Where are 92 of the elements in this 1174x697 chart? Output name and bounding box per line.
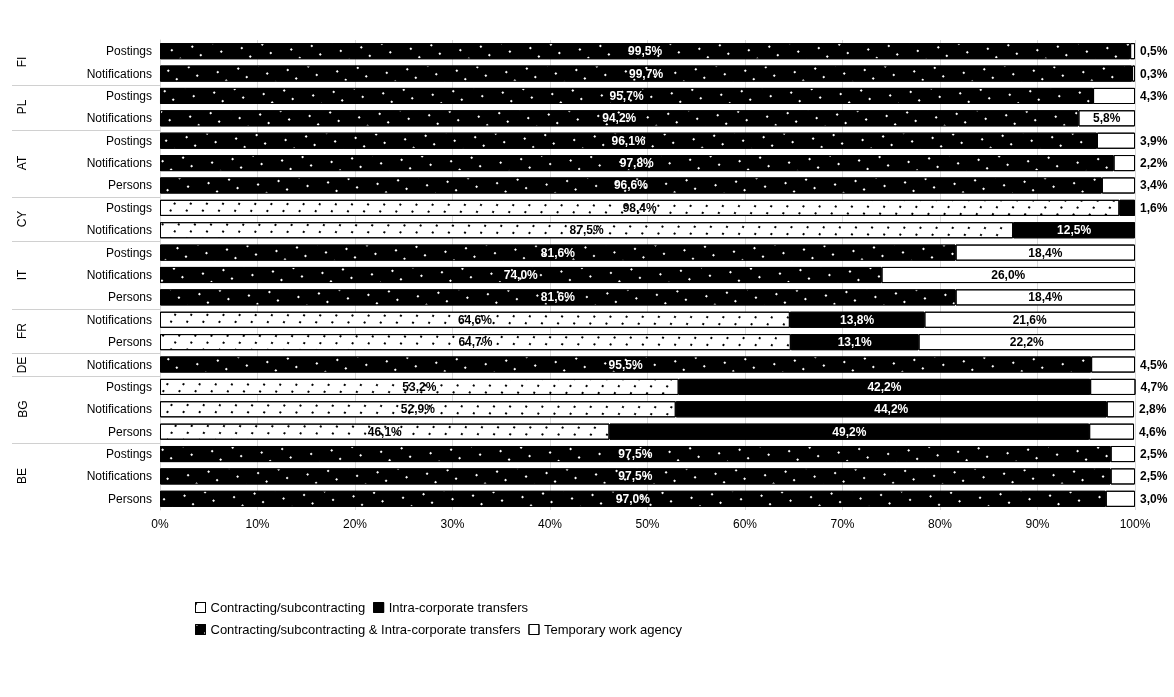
legend-label: Contracting/subcontracting & Intra-corporate transfers: [210, 622, 521, 637]
data-label: 4,5%: [1140, 357, 1168, 372]
text: PL: [14, 99, 29, 115]
text: BG: [15, 400, 30, 418]
y-tick-label: Postings: [105, 379, 152, 394]
data-label: 21,6%: [1012, 312, 1048, 327]
data-label: 3,4%: [1140, 178, 1168, 193]
y-tick-label: Persons: [107, 290, 152, 305]
text: FR: [15, 322, 29, 339]
data-label: 52,9%: [400, 402, 436, 417]
y-tick-label: Notifications: [86, 312, 152, 327]
legend-label: Intra-corporate transfers: [388, 600, 529, 615]
data-label: 44,2%: [874, 402, 909, 417]
x-tick-label: 80%: [927, 517, 953, 531]
legend-label: Contracting/subcontracting: [210, 600, 366, 615]
text: BE: [15, 468, 30, 485]
data-label: 2,2%: [1140, 156, 1168, 171]
text: FI: [14, 57, 29, 68]
x-tick-label: 50%: [635, 517, 660, 531]
y-tick-label: Notifications: [86, 402, 152, 417]
data-label: 1,6%: [1140, 200, 1168, 215]
y-tick-label: Postings: [105, 88, 152, 103]
data-label: 18,4%: [1028, 290, 1063, 305]
y-tick-label: Persons: [107, 424, 152, 439]
x-tick-label: 90%: [1025, 517, 1050, 531]
y-tick-label: Notifications: [86, 357, 152, 372]
x-tick-label: 10%: [245, 517, 270, 531]
data-label: 22,2%: [1009, 335, 1045, 350]
data-label: 2,8%: [1139, 402, 1167, 417]
x-tick-label: 70%: [830, 517, 855, 531]
data-label: 53,2%: [402, 379, 437, 394]
data-label: 3,0%: [1140, 491, 1168, 506]
data-label: 81,6%: [540, 290, 576, 305]
y-tick-label: Notifications: [86, 156, 152, 171]
data-label: 98,4%: [622, 200, 658, 215]
data-label: 4,6%: [1139, 424, 1167, 439]
y-tick-label: Persons: [107, 491, 152, 506]
data-label: 74,0%: [503, 268, 539, 282]
data-label: 4,3%: [1140, 88, 1168, 103]
data-label: 97,5%: [618, 447, 653, 462]
data-label: 95,5%: [608, 357, 643, 372]
y-tick-label: Notifications: [86, 268, 152, 282]
x-tick-label: 40%: [537, 517, 563, 531]
data-label: 42,2%: [867, 379, 902, 394]
data-label: 5,8%: [1093, 111, 1121, 126]
data-label: 64,6%: [457, 312, 493, 327]
data-label: 49,2%: [832, 424, 867, 439]
data-label: 46,1%: [367, 424, 403, 439]
y-tick-label: Postings: [105, 200, 152, 215]
x-tick-label: 0%: [151, 517, 169, 531]
data-label: 4,7%: [1140, 379, 1169, 394]
y-tick-label: Notifications: [86, 66, 152, 81]
data-label: 2,5%: [1140, 469, 1168, 484]
y-tick-label: Postings: [105, 44, 152, 59]
data-label: 97,0%: [615, 491, 651, 506]
text: IT: [14, 269, 29, 281]
x-tick-label: 60%: [732, 517, 758, 531]
data-label: 97,5%: [618, 469, 653, 484]
y-tick-label: Notifications: [86, 223, 152, 238]
data-label: 0,3%: [1140, 66, 1168, 81]
data-label: 64,7%: [458, 335, 493, 350]
y-tick-label: Notifications: [86, 111, 152, 126]
x-tick-label: 100%: [1119, 517, 1151, 531]
data-label: 96,6%: [613, 178, 649, 193]
data-label: 99,5%: [628, 44, 663, 59]
data-label: 18,4%: [1028, 245, 1063, 260]
data-label: 13,8%: [840, 312, 875, 327]
y-tick-label: Persons: [107, 178, 152, 193]
data-label: 26,0%: [991, 268, 1026, 282]
y-tick-label: Notifications: [86, 469, 152, 484]
data-label: 94,2%: [602, 111, 637, 126]
x-tick-label: 20%: [342, 517, 368, 531]
y-tick-label: Persons: [107, 335, 152, 350]
data-label: 2,5%: [1140, 447, 1168, 462]
data-label: 12,5%: [1057, 223, 1092, 238]
y-tick-label: Postings: [105, 447, 152, 462]
y-tick-label: Postings: [105, 245, 152, 260]
text: AT: [15, 155, 30, 171]
data-label: 0,5%: [1140, 44, 1168, 59]
text: CY: [14, 210, 29, 228]
text: DE: [14, 356, 29, 373]
data-label: 81,6%: [540, 245, 576, 260]
y-tick-label: Postings: [105, 133, 152, 148]
data-label: 3,9%: [1140, 133, 1168, 148]
data-label: 96,1%: [611, 133, 646, 148]
data-label: 99,7%: [629, 66, 664, 81]
data-label: 95,7%: [609, 88, 644, 103]
data-label: 97,8%: [619, 156, 655, 171]
data-label: 87,5%: [569, 223, 604, 238]
x-tick-label: 30%: [440, 517, 465, 531]
legend-label: Temporary work agency: [543, 622, 683, 637]
data-label: 13,1%: [837, 335, 873, 350]
